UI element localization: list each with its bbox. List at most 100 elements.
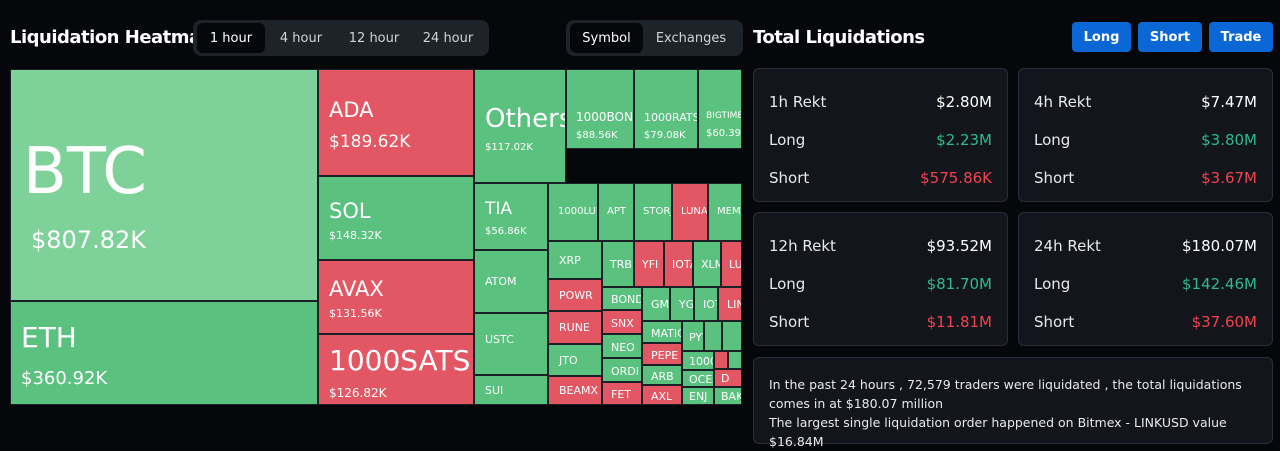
heatmap-tile[interactable]: XLM bbox=[693, 241, 721, 287]
heatmap-tile[interactable] bbox=[714, 351, 728, 369]
heatmap-tile[interactable]: XRP bbox=[548, 241, 602, 279]
heatmap-tile[interactable]: NEO bbox=[602, 334, 642, 358]
heatmap-tile[interactable] bbox=[704, 321, 722, 351]
heatmap-tile[interactable] bbox=[722, 321, 742, 351]
tile-symbol: 1000 bbox=[689, 355, 713, 368]
heatmap-tile[interactable]: USTC bbox=[474, 313, 548, 375]
tile-symbol: IOTA bbox=[672, 258, 692, 271]
tab-exchanges[interactable]: Exchanges bbox=[655, 30, 727, 46]
tile-symbol: Others bbox=[485, 104, 566, 134]
tile-symbol: NEO bbox=[611, 341, 635, 354]
tab-1-hour[interactable]: 1 hour bbox=[197, 23, 265, 53]
heatmap-tile[interactable]: TIA $56.86K bbox=[474, 183, 548, 250]
short-value: $575.86K bbox=[920, 169, 992, 187]
tile-value: $126.82K bbox=[329, 386, 387, 400]
long-value: $3.80M bbox=[1201, 131, 1257, 149]
heatmap-tile[interactable]: ADA $189.62K bbox=[318, 69, 474, 176]
tile-value: $88.56K bbox=[576, 130, 618, 141]
tile-value: $189.62K bbox=[329, 132, 411, 152]
heatmap-tile[interactable]: ARB bbox=[642, 365, 682, 385]
heatmap-tile[interactable]: SOL $148.32K bbox=[318, 176, 474, 260]
heatmap-tile[interactable]: 1000LUNC bbox=[548, 183, 598, 241]
trade-button[interactable]: Trade bbox=[1209, 22, 1273, 52]
tile-symbol: ORDI bbox=[611, 365, 640, 378]
tab-symbol[interactable]: Symbol bbox=[570, 23, 643, 53]
long-value: $2.23M bbox=[936, 131, 992, 149]
tile-symbol: USTC bbox=[485, 333, 514, 346]
heatmap-title: Liquidation Heatmap bbox=[10, 27, 214, 48]
heatmap-tile[interactable]: D bbox=[714, 369, 742, 387]
heatmap-tile[interactable]: AXL bbox=[642, 385, 682, 405]
heatmap-tile[interactable] bbox=[728, 351, 742, 369]
heatmap-tile[interactable]: OCEAN bbox=[682, 370, 714, 387]
heatmap-tile[interactable]: PYTH bbox=[682, 321, 704, 351]
heatmap-tile[interactable]: MEME bbox=[708, 183, 742, 241]
rekt-card-4h: 4h Rekt $7.47M Long $3.80M Short $3.67M bbox=[1018, 68, 1273, 202]
heatmap-tile[interactable]: 1000 bbox=[682, 351, 714, 370]
heatmap-tile[interactable]: MATIC bbox=[642, 321, 682, 343]
tile-symbol: STORJ bbox=[643, 206, 672, 217]
tile-symbol: SUI bbox=[485, 384, 504, 397]
tile-value: $360.92K bbox=[21, 368, 108, 389]
view-selector: Symbol Exchanges bbox=[566, 20, 743, 56]
heatmap-tile[interactable]: ENJ bbox=[682, 387, 714, 405]
heatmap-tile[interactable]: IOTA bbox=[664, 241, 693, 287]
heatmap-tile[interactable]: YFI bbox=[634, 241, 664, 287]
time-range-selector: 1 hour 4 hour 12 hour 24 hour bbox=[193, 20, 489, 56]
heatmap-tile[interactable]: BTC $807.82K bbox=[10, 69, 318, 301]
tile-value: $60.39K bbox=[706, 128, 741, 139]
short-value: $11.81M bbox=[926, 313, 992, 331]
short-label: Short bbox=[769, 313, 810, 331]
tile-symbol: YFI bbox=[642, 258, 659, 271]
heatmap-tile[interactable]: TRB bbox=[602, 241, 634, 287]
heatmap-tile[interactable]: YGG bbox=[670, 287, 694, 321]
long-label: Long bbox=[1034, 131, 1071, 149]
heatmap-tile[interactable]: SNX bbox=[602, 310, 642, 334]
heatmap-tile[interactable]: 1000RATS $79.08K bbox=[634, 69, 698, 149]
tab-12-hour[interactable]: 12 hour bbox=[348, 30, 400, 46]
heatmap-tile[interactable]: PEPE bbox=[642, 343, 682, 365]
heatmap-tile[interactable]: BEAMX bbox=[548, 376, 602, 405]
tile-symbol: SNX bbox=[611, 317, 634, 330]
tile-symbol: SOL bbox=[329, 199, 371, 223]
heatmap-tile[interactable]: BIGTIME $60.39K bbox=[698, 69, 742, 149]
tile-symbol: LUNC bbox=[729, 258, 742, 271]
heatmap-tile[interactable]: LUNC bbox=[721, 241, 742, 287]
tab-24-hour[interactable]: 24 hour bbox=[422, 30, 474, 46]
heatmap-tile[interactable]: GMT bbox=[642, 287, 670, 321]
heatmap-tile[interactable]: ORDI bbox=[602, 358, 642, 382]
heatmap-tile[interactable]: RUNE bbox=[548, 311, 602, 344]
card-total: $7.47M bbox=[1201, 93, 1257, 111]
tile-symbol: APT bbox=[607, 206, 626, 217]
tile-value: $79.08K bbox=[644, 130, 686, 141]
heatmap-tile[interactable]: BAKE bbox=[714, 387, 742, 405]
liquidation-summary: In the past 24 hours , 72,579 traders we… bbox=[753, 357, 1273, 449]
heatmap-tile[interactable]: SUI bbox=[474, 375, 548, 405]
heatmap-tile[interactable]: ATOM bbox=[474, 250, 548, 313]
heatmap-tile[interactable]: LUNA2 bbox=[672, 183, 708, 241]
heatmap-tile[interactable]: STORJ bbox=[634, 183, 672, 241]
tile-symbol: ATOM bbox=[485, 275, 517, 288]
heatmap-tile[interactable]: FET bbox=[602, 382, 642, 405]
short-label: Short bbox=[1034, 169, 1075, 187]
heatmap-tile[interactable]: POWR bbox=[548, 279, 602, 311]
tile-symbol: BEAMX bbox=[559, 384, 599, 397]
summary-line-1: In the past 24 hours , 72,579 traders we… bbox=[769, 377, 1242, 411]
heatmap-tile[interactable]: AVAX $131.56K bbox=[318, 260, 474, 334]
short-button[interactable]: Short bbox=[1138, 22, 1202, 52]
heatmap-tile[interactable]: APT bbox=[598, 183, 634, 241]
heatmap-tile[interactable]: JTO bbox=[548, 344, 602, 376]
heatmap-tile[interactable]: LINK bbox=[718, 287, 742, 321]
long-value: $81.70M bbox=[926, 275, 992, 293]
heatmap-tile[interactable]: BOND bbox=[602, 287, 642, 310]
heatmap-tile[interactable]: 1000BONK $88.56K bbox=[566, 69, 634, 149]
heatmap-tile[interactable]: Others $117.02K bbox=[474, 69, 566, 183]
heatmap-tile[interactable]: ETH $360.92K bbox=[10, 301, 318, 405]
long-button[interactable]: Long bbox=[1072, 22, 1131, 52]
short-value: $3.67M bbox=[1201, 169, 1257, 187]
rekt-card-12h: 12h Rekt $93.52M Long $81.70M Short $11.81M bbox=[753, 212, 1008, 346]
heatmap-tile[interactable]: 1000SATS $126.82K bbox=[318, 334, 474, 405]
tab-4-hour[interactable]: 4 hour bbox=[279, 30, 323, 46]
